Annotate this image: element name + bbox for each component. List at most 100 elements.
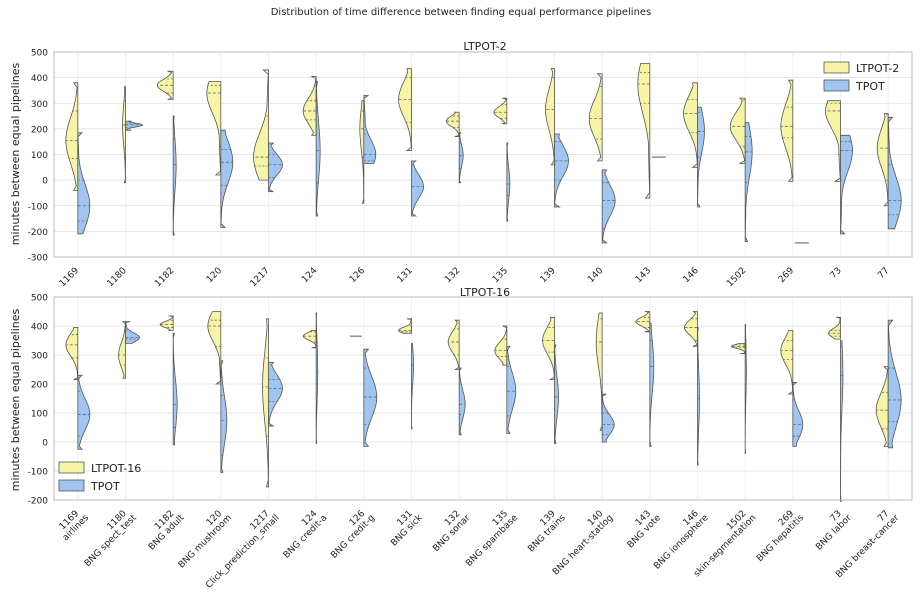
x-tick-label: 1182BNG adult [140, 506, 187, 553]
violin-ltpot [447, 319, 460, 370]
x-tick-label: 124BNG credit-a [275, 506, 330, 561]
legend-swatch-tpot [58, 479, 85, 492]
plot-frame [53, 296, 913, 501]
panel-ltpot-16: LTPOT-16 minutes between equal pipelines… [9, 286, 913, 591]
violin-tpot [315, 81, 321, 217]
violin-tpot [554, 344, 559, 444]
x-tick-label: 269 [777, 266, 796, 285]
violin-tpot [458, 132, 464, 184]
violin-tpot [363, 348, 378, 447]
y-tick-label: 400 [31, 74, 48, 84]
x-tick-label: 139 [539, 266, 558, 285]
y-tick-label: -200 [28, 228, 49, 238]
panel-title: LTPOT-2 [463, 40, 506, 53]
violin-ltpot [398, 318, 412, 334]
x-tick-label: 132 [443, 266, 462, 285]
legend-label-tpot: TPOT [855, 80, 885, 93]
violin-ltpot [206, 81, 222, 176]
x-tick-label: 124 [300, 266, 319, 285]
y-tick-label: 0 [42, 177, 48, 187]
x-tick-label: 73 [829, 266, 844, 281]
x-tick-label: 126 [348, 266, 367, 285]
violin-ltpot [683, 82, 698, 168]
violin-tpot [125, 321, 140, 344]
x-tick-label: 131 [396, 266, 415, 285]
x-tick-label: 120 [205, 266, 224, 285]
x-tick-label: 1169 [58, 266, 81, 289]
x-tick-label: 73BNG labor [807, 506, 854, 553]
legend-label-ltpot: LTPOT-2 [856, 62, 899, 75]
violin-ltpot [637, 63, 651, 199]
x-tick-label: 143 [634, 266, 653, 285]
violin-ltpot [65, 327, 79, 381]
figure-suptitle: Distribution of time difference between … [271, 7, 652, 18]
violin-ltpot [359, 100, 365, 204]
plot-area: -300 -200 -100 0 100 200 300 400 500 1169 1180 1182… [28, 49, 913, 289]
violin-tpot [697, 106, 705, 208]
violin-tpot [840, 134, 853, 235]
x-tick-label: 1169airlines [54, 506, 91, 543]
violin-tpot [220, 360, 228, 473]
y-axis-label: minutes between equal pipelines [9, 309, 22, 492]
violin-ltpot [730, 343, 746, 354]
x-tick-label: 132BNG sonar [424, 506, 472, 554]
violin-ltpot [729, 97, 746, 164]
violin-ltpot [118, 321, 126, 379]
violin-ltpot [302, 329, 317, 349]
violin-ltpot [493, 97, 508, 125]
violin-tpot [458, 367, 466, 436]
violin-tpot [554, 133, 569, 208]
y-tick-label: 400 [31, 323, 48, 333]
violin-ltpot [262, 318, 269, 488]
violin-ltpot [494, 325, 508, 366]
x-tick-label: 131BNG sick [382, 505, 425, 548]
violin-ltpot [398, 68, 412, 152]
violin-tpot [649, 322, 655, 447]
plot-frame [53, 51, 913, 258]
violin-ltpot [780, 329, 794, 395]
violin-tpot [887, 319, 902, 449]
violin-ltpot [588, 73, 603, 162]
violin-ltpot [825, 100, 841, 182]
y-tick-label: 300 [31, 352, 48, 362]
y-tick-label: -300 [28, 254, 49, 264]
x-tick-label: 269BNG hepatitis [748, 506, 806, 564]
x-tick-label: 126BNG credit-g [322, 506, 377, 561]
violin-tpot [268, 361, 283, 427]
legend: LTPOT-16 TPOT [58, 461, 141, 493]
y-tick-label: 100 [31, 410, 48, 420]
violin-tpot [411, 343, 414, 430]
legend-label-tpot: TPOT [90, 480, 120, 493]
violin-tpot [506, 345, 517, 434]
panel-ltpot-2: LTPOT-2 minutes between equal pipelines … [9, 40, 913, 289]
legend-label-ltpot: LTPOT-16 [91, 462, 141, 475]
y-tick-label: -100 [28, 202, 49, 212]
x-tick-label: 146 [682, 266, 701, 285]
violin-tpot [77, 132, 91, 235]
violin-ltpot [65, 82, 79, 191]
violin-ltpot [253, 69, 269, 181]
violin-tpot [363, 95, 377, 164]
y-tick-label: 200 [31, 125, 48, 135]
violin-ltpot [875, 366, 889, 447]
violin-tpot [411, 160, 424, 217]
y-tick-label: -200 [28, 497, 49, 507]
violin-ltpot [542, 316, 555, 381]
legend-swatch-ltpot [58, 461, 85, 474]
violin-ltpot [545, 68, 555, 166]
violin-tpot [887, 116, 902, 230]
y-tick-label: -100 [28, 468, 49, 478]
violin-tpot [697, 327, 700, 466]
violin-tpot [744, 122, 753, 243]
violin-ltpot [780, 79, 794, 182]
legend-swatch-ltpot [823, 61, 850, 74]
x-tick-label: 140 [586, 266, 605, 285]
violin-tpot [315, 312, 319, 444]
violin-ltpot [684, 311, 698, 347]
violin-ltpot [159, 315, 174, 331]
violin-ltpot [445, 111, 460, 137]
violin-tpot [744, 324, 747, 454]
violin-tpot [220, 129, 234, 228]
